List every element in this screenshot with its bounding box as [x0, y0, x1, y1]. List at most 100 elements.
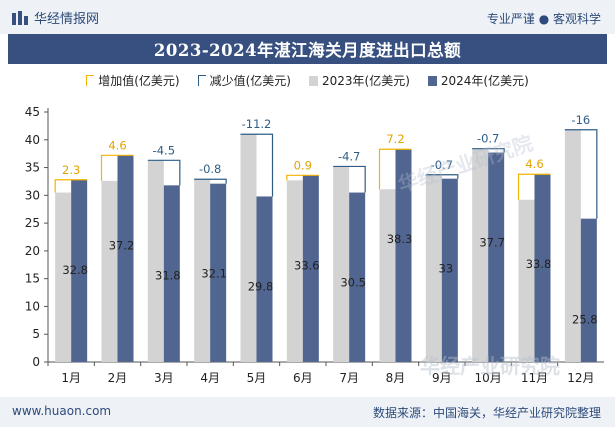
top-bar: 华经情报网 专业严谨 ● 客观科学 — [0, 0, 615, 34]
bar-2024 — [441, 178, 458, 362]
bar-2023 — [147, 160, 164, 362]
series-2023-swatch — [308, 75, 318, 86]
data-label-2024: 30.5 — [340, 276, 366, 290]
change-label: -16 — [571, 113, 590, 127]
bar-2024 — [395, 149, 412, 362]
footer-bar: www.huaon.com 数据来源：中国海关，华经产业研究院整理 — [0, 397, 615, 427]
legend-decrease: 减少值(亿美元) — [197, 72, 291, 89]
bar-2023 — [286, 180, 303, 362]
x-tick-label: 1月 — [61, 371, 81, 385]
x-tick-label: 7月 — [339, 371, 359, 385]
bar-2024 — [349, 192, 366, 362]
tagline: 专业严谨 ● 客观科学 — [486, 12, 601, 26]
data-label-2024: 31.8 — [155, 268, 181, 282]
bar-2024 — [534, 174, 551, 362]
bar-2024 — [580, 218, 597, 362]
change-label: -4.5 — [153, 143, 175, 157]
x-tick-label: 4月 — [200, 371, 220, 385]
x-tick-label: 5月 — [247, 371, 267, 385]
y-tick-label: 0 — [32, 355, 40, 369]
change-bracket — [194, 178, 227, 184]
x-tick-label: 8月 — [386, 371, 406, 385]
y-tick-label: 10 — [25, 299, 40, 313]
change-label: -0.8 — [199, 162, 221, 176]
chart-title: 2023-2024年湛江海关月度进出口总额 — [153, 41, 462, 60]
data-source: 数据来源：中国海关，华经产业研究院整理 — [372, 406, 601, 420]
change-bracket — [425, 174, 459, 179]
change-bracket — [147, 159, 181, 186]
decrease-swatch — [197, 75, 206, 86]
change-bracket — [100, 154, 134, 181]
increase-swatch — [86, 75, 95, 86]
data-label-2024: 33 — [439, 262, 454, 276]
x-tick-label: 6月 — [293, 371, 313, 385]
y-tick-label: 15 — [25, 272, 40, 286]
bar-2023 — [194, 179, 211, 362]
change-bracket — [286, 174, 319, 181]
data-label-2024: 32.8 — [62, 263, 88, 277]
bar-2023 — [518, 199, 535, 362]
website-link[interactable]: www.huaon.com — [12, 404, 112, 418]
legend-2024: 2024年(亿美元) — [427, 72, 529, 89]
x-tick-label: 10月 — [475, 371, 502, 385]
change-bracket — [517, 173, 551, 200]
chart-legend: 增加值(亿美元) 减少值(亿美元) 2023年(亿美元) 2024年(亿美元) — [0, 72, 615, 89]
change-label: 4.6 — [525, 157, 543, 171]
y-tick-label: 45 — [25, 105, 40, 119]
bar-2024 — [488, 152, 505, 362]
bar-2024 — [302, 175, 319, 362]
bar-2024 — [71, 179, 88, 362]
title-bar: 2023-2024年湛江海关月度进出口总额 — [8, 34, 607, 64]
y-tick-label: 5 — [32, 327, 40, 341]
change-label: -0.7 — [477, 132, 499, 146]
data-label-2024: 32.1 — [201, 267, 227, 281]
data-label-2024: 29.8 — [248, 279, 274, 293]
bar-2024 — [163, 185, 180, 362]
x-tick-label: 12月 — [567, 371, 594, 385]
change-bracket — [378, 148, 412, 190]
y-tick-label: 40 — [25, 133, 40, 147]
legend-increase: 增加值(亿美元) — [86, 72, 180, 89]
bar-2023 — [333, 166, 350, 362]
change-label: 4.6 — [108, 138, 126, 152]
legend-increase-label: 增加值(亿美元) — [98, 74, 180, 88]
change-bracket — [240, 133, 274, 197]
series-2024-swatch — [427, 75, 437, 86]
y-tick-label: 35 — [25, 161, 40, 175]
bar-2024 — [210, 183, 227, 362]
data-label-2024: 37.2 — [109, 238, 135, 252]
change-label: 7.2 — [386, 132, 404, 146]
change-label: -11.2 — [242, 117, 272, 131]
bar-2023 — [55, 192, 72, 362]
change-bracket — [54, 179, 88, 193]
legend-2023-label: 2023年(亿美元) — [321, 74, 410, 88]
change-label: 2.3 — [62, 163, 80, 177]
bar-2023 — [564, 129, 581, 362]
change-label: -4.7 — [338, 149, 360, 163]
logo-icon — [12, 10, 28, 25]
y-tick-label: 30 — [25, 188, 40, 202]
change-label: 0.9 — [294, 158, 312, 172]
data-label-2024: 33.8 — [526, 257, 552, 271]
bar-2024 — [256, 196, 273, 362]
bar-2024 — [117, 155, 134, 362]
x-tick-label: 3月 — [154, 371, 174, 385]
legend-decrease-label: 减少值(亿美元) — [209, 74, 291, 88]
legend-2023: 2023年(亿美元) — [308, 72, 410, 89]
bar-2023 — [379, 189, 396, 362]
data-label-2024: 38.3 — [387, 232, 413, 246]
data-label-2024: 37.7 — [479, 236, 505, 250]
x-tick-label: 9月 — [432, 371, 452, 385]
bar-2023 — [425, 174, 442, 362]
y-tick-label: 25 — [25, 216, 40, 230]
x-tick-label: 11月 — [521, 371, 548, 385]
change-bracket — [333, 165, 366, 193]
y-tick-label: 20 — [25, 244, 40, 258]
legend-2024-label: 2024年(亿美元) — [440, 74, 529, 88]
data-label-2024: 25.8 — [572, 313, 598, 327]
change-bracket — [472, 148, 505, 153]
brand[interactable]: 华经情报网 — [12, 8, 99, 27]
data-label-2024: 33.6 — [294, 258, 320, 272]
bar-chart: 0 5 10 15 20 25 30 35 40 45 1月 2.3 32.8 2月 4.6 37.2 3月 -4… — [25, 105, 604, 385]
bar-2023 — [472, 148, 489, 362]
